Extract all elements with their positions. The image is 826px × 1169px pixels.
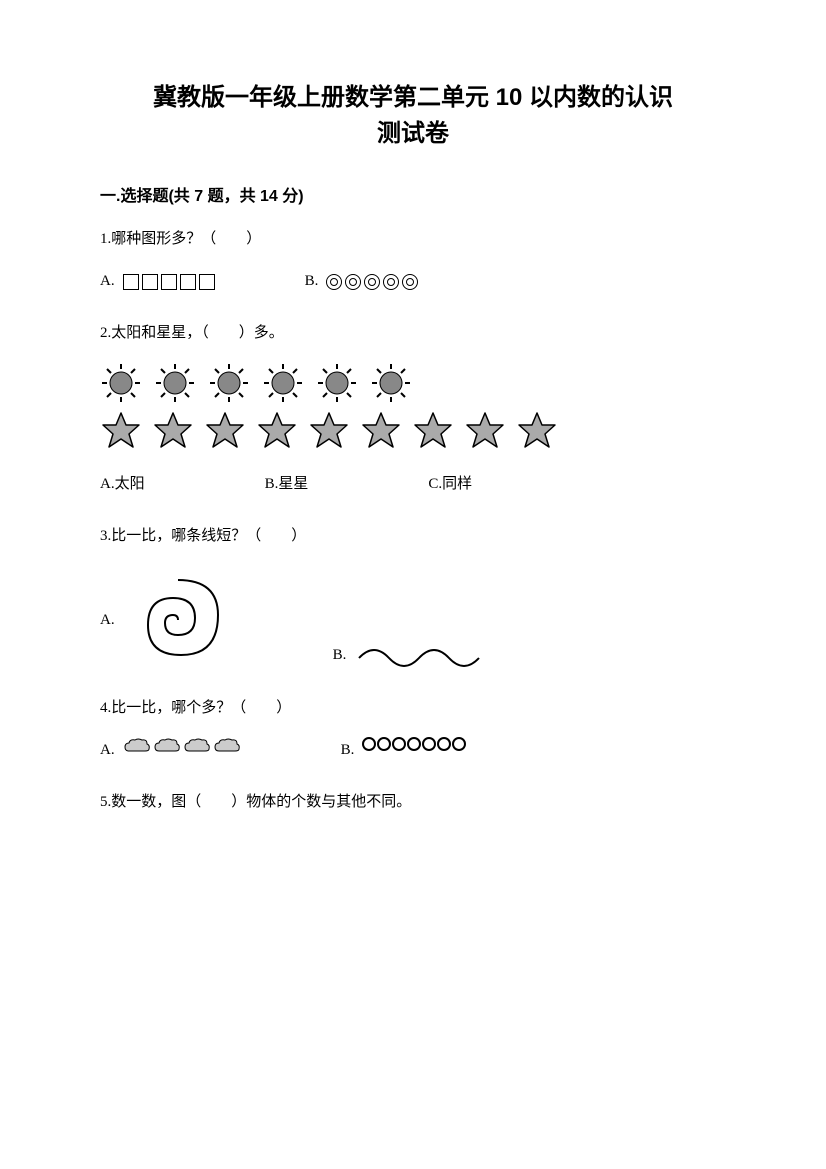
- ring-icon: [392, 737, 406, 751]
- cloud-icon: [213, 737, 241, 755]
- sun-icon: [154, 362, 196, 404]
- question-2: 2.太阳和星星，（ ）多。 A.太阳 B.星星 C.同样: [100, 320, 726, 498]
- squares-group: [123, 274, 215, 290]
- question-1: 1.哪种图形多？（ ） A. B.: [100, 226, 726, 295]
- question-4: 4.比一比，哪个多？（ ） A. B.: [100, 695, 726, 764]
- square-icon: [180, 274, 196, 290]
- q2-option-a: A.太阳: [100, 471, 145, 498]
- q3-option-b-label: B.: [333, 642, 347, 669]
- star-icon: [204, 409, 246, 451]
- star-icon: [360, 409, 402, 451]
- question-5: 5.数一数，图（ ）物体的个数与其他不同。: [100, 789, 726, 816]
- q3-option-a: A.: [100, 570, 233, 670]
- q2-option-b: B.星星: [265, 471, 309, 498]
- cloud-icon: [123, 737, 151, 755]
- cloud-icon: [153, 737, 181, 755]
- sun-star-diagram: [100, 362, 726, 451]
- q1-option-b-label: B.: [305, 268, 319, 295]
- star-row: [100, 409, 726, 451]
- question-1-options: A. B.: [100, 268, 726, 295]
- circle-target-icon: [345, 274, 361, 290]
- question-4-text: 4.比一比，哪个多？（ ）: [100, 695, 726, 722]
- sun-icon: [316, 362, 358, 404]
- wavy-line-icon: [354, 640, 494, 670]
- star-icon: [152, 409, 194, 451]
- q3-option-b: B.: [333, 640, 495, 670]
- q4-option-b-label: B.: [341, 737, 355, 764]
- q1-option-a-label: A.: [100, 268, 115, 295]
- ring-icon: [437, 737, 451, 751]
- q1-option-b: B.: [305, 268, 419, 295]
- question-4-options: A. B.: [100, 737, 726, 764]
- spiral-icon: [123, 570, 233, 670]
- question-5-text: 5.数一数，图（ ）物体的个数与其他不同。: [100, 789, 726, 816]
- clouds-group: [123, 737, 241, 755]
- sun-icon: [208, 362, 250, 404]
- question-3-text: 3.比一比，哪条线短？（ ）: [100, 523, 726, 550]
- question-3-options: A. B.: [100, 570, 726, 670]
- square-icon: [142, 274, 158, 290]
- q4-option-a-label: A.: [100, 737, 115, 764]
- rings-group: [362, 737, 466, 751]
- question-3: 3.比一比，哪条线短？（ ） A. B.: [100, 523, 726, 670]
- circle-target-icon: [364, 274, 380, 290]
- question-1-text: 1.哪种图形多？（ ）: [100, 226, 726, 253]
- ring-icon: [362, 737, 376, 751]
- q3-option-a-label: A.: [100, 607, 115, 634]
- ring-icon: [452, 737, 466, 751]
- star-icon: [412, 409, 454, 451]
- circle-target-icon: [326, 274, 342, 290]
- sun-icon: [262, 362, 304, 404]
- section-1-header: 一.选择题(共 7 题，共 14 分): [100, 182, 726, 206]
- q4-option-a: A.: [100, 737, 241, 764]
- sun-icon: [100, 362, 142, 404]
- title-line-2: 测试卷: [100, 116, 726, 152]
- question-2-options: A.太阳 B.星星 C.同样: [100, 471, 726, 498]
- sun-row: [100, 362, 726, 404]
- q2-option-c: C.同样: [428, 471, 472, 498]
- circle-target-icon: [402, 274, 418, 290]
- star-icon: [256, 409, 298, 451]
- q1-option-a: A.: [100, 268, 215, 295]
- ring-icon: [377, 737, 391, 751]
- square-icon: [199, 274, 215, 290]
- page-title: 冀教版一年级上册数学第二单元 10 以内数的认识 测试卷: [100, 80, 726, 152]
- star-icon: [308, 409, 350, 451]
- square-icon: [123, 274, 139, 290]
- title-line-1: 冀教版一年级上册数学第二单元 10 以内数的认识: [100, 80, 726, 116]
- ring-icon: [407, 737, 421, 751]
- star-icon: [100, 409, 142, 451]
- circle-target-icon: [383, 274, 399, 290]
- circles-group: [326, 274, 418, 290]
- question-2-text: 2.太阳和星星，（ ）多。: [100, 320, 726, 347]
- cloud-icon: [183, 737, 211, 755]
- star-icon: [464, 409, 506, 451]
- ring-icon: [422, 737, 436, 751]
- square-icon: [161, 274, 177, 290]
- sun-icon: [370, 362, 412, 404]
- star-icon: [516, 409, 558, 451]
- q4-option-b: B.: [341, 737, 467, 764]
